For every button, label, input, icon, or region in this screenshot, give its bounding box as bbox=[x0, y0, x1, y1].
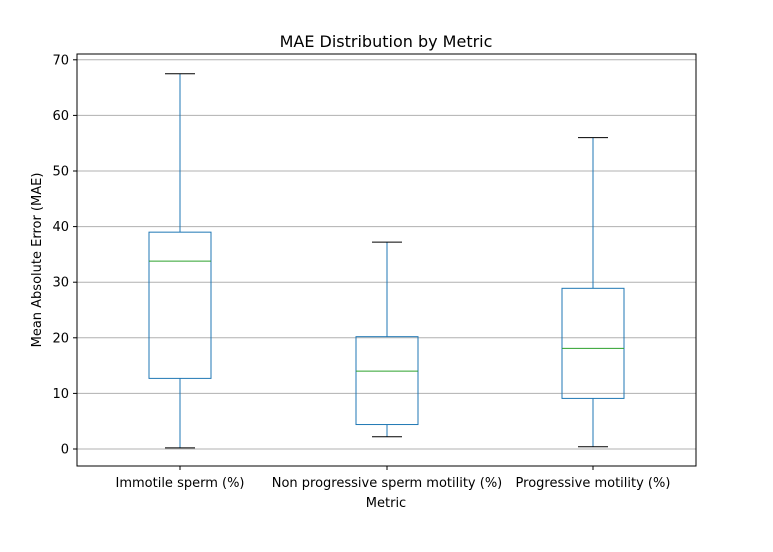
x-axis-label: Metric bbox=[366, 496, 406, 511]
iqr-box bbox=[355, 336, 419, 426]
y-tick-label-5: 50 bbox=[52, 165, 69, 180]
chart-title: MAE Distribution by Metric bbox=[280, 32, 493, 51]
y-tick-label-1: 10 bbox=[52, 387, 69, 402]
x-tick-label-2: Progressive motility (%) bbox=[516, 476, 671, 491]
box-series bbox=[148, 73, 625, 449]
y-axis-label: Mean Absolute Error (MAE) bbox=[30, 173, 45, 348]
y-tick-label-6: 60 bbox=[52, 109, 69, 124]
y-tick-label-4: 40 bbox=[52, 220, 69, 235]
y-axis-ticks: 0 10 20 30 40 50 60 70 bbox=[52, 53, 77, 458]
y-tick-label-2: 20 bbox=[52, 331, 69, 346]
iqr-box bbox=[561, 287, 625, 399]
box-0 bbox=[148, 73, 212, 449]
x-axis-ticks: Immotile sperm (%) Non progressive sperm … bbox=[116, 466, 671, 491]
iqr-box bbox=[148, 231, 212, 379]
y-tick-label-0: 0 bbox=[61, 443, 69, 458]
y-tick-label-7: 70 bbox=[52, 53, 69, 68]
box-1 bbox=[355, 241, 419, 438]
y-tick-label-3: 30 bbox=[52, 276, 69, 291]
x-tick-label-0: Immotile sperm (%) bbox=[116, 476, 245, 491]
x-tick-label-1: Non progressive sperm motility (%) bbox=[272, 476, 503, 491]
box-2 bbox=[561, 137, 625, 448]
